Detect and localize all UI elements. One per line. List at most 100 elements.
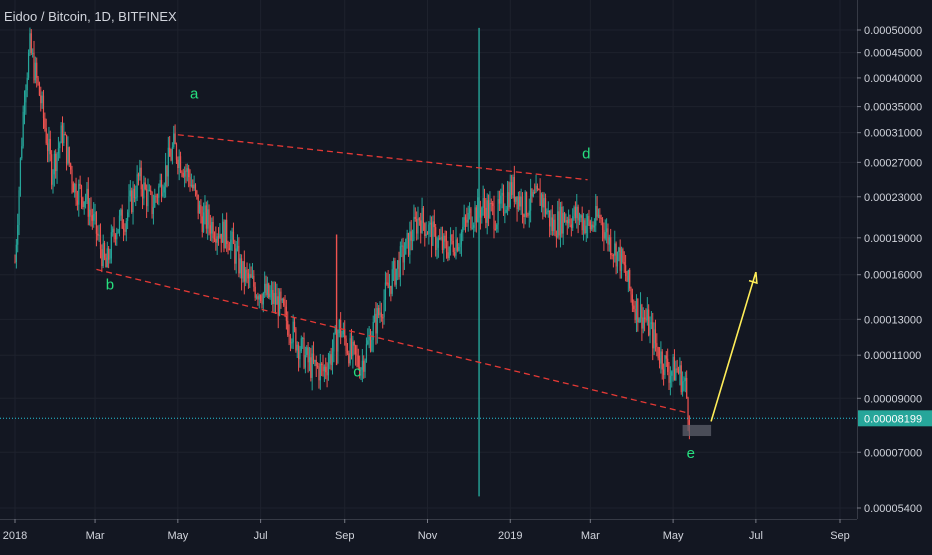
candle-body — [278, 291, 281, 316]
candle-body — [236, 245, 239, 249]
candle-body — [234, 243, 236, 264]
candle-body — [663, 369, 665, 375]
candle-body — [350, 338, 353, 356]
candle-body — [129, 190, 131, 197]
candle-body — [405, 238, 407, 255]
candle-body — [402, 245, 404, 263]
candle-body — [610, 237, 612, 255]
wave-label-a: a — [190, 86, 199, 103]
candle-body — [89, 209, 91, 217]
candle-body — [654, 329, 657, 344]
wave-label-b: b — [106, 277, 114, 294]
candle-body — [512, 177, 514, 195]
candle-body — [668, 371, 670, 383]
candle-body — [109, 258, 111, 260]
candle-body — [46, 143, 49, 152]
candle-body — [515, 196, 517, 202]
candle-body — [352, 341, 354, 356]
candle-body — [27, 52, 30, 78]
candle-body — [344, 328, 346, 339]
candle-body — [121, 209, 123, 229]
candle-body — [568, 218, 570, 224]
candle-body — [585, 225, 587, 233]
time-axis[interactable]: 2018 Mar May Jul Sep Nov 2019 Mar May Jul Sep — [0, 519, 932, 550]
candle-body — [398, 260, 400, 278]
candle-body — [228, 248, 230, 251]
candle-body — [452, 240, 454, 253]
candle-body — [110, 232, 112, 259]
candle-body — [437, 238, 439, 248]
candle-body — [645, 318, 647, 321]
candle-body — [116, 232, 118, 240]
candle-body — [608, 237, 610, 245]
candle-body — [34, 62, 36, 81]
candle-body — [413, 216, 415, 241]
time-tick-label: May — [167, 530, 188, 542]
candle-body — [51, 154, 53, 185]
candle-body — [131, 190, 133, 213]
candle-body — [639, 304, 642, 319]
candle-body — [45, 128, 47, 144]
candle-body — [683, 380, 685, 382]
candle-body — [474, 207, 476, 226]
price-tick-label: 0.00013000 — [864, 314, 922, 326]
candle-body — [375, 313, 377, 334]
candle-body — [124, 230, 126, 232]
candle-body — [235, 248, 237, 264]
candle-body — [201, 216, 203, 232]
candle-body — [588, 215, 590, 222]
candle-body — [410, 231, 412, 241]
candle-body — [354, 345, 357, 355]
candle-body — [37, 77, 39, 83]
candle-body — [562, 212, 564, 234]
candle-body — [611, 254, 613, 256]
candle-body — [200, 204, 202, 217]
candle-body — [368, 336, 370, 341]
candle-body — [105, 257, 107, 268]
price-tick-label: 0.00050000 — [864, 25, 922, 37]
candle-body — [506, 192, 509, 210]
candle-body — [638, 318, 640, 323]
candle-body — [156, 196, 159, 198]
candle-body — [627, 270, 629, 282]
candle-body — [543, 198, 545, 208]
candle-body — [387, 282, 389, 289]
candle-body — [487, 200, 490, 218]
candle-body — [186, 168, 188, 172]
time-tick-label: 2019 — [498, 530, 522, 542]
candle-body — [644, 317, 646, 319]
candle-body — [386, 282, 388, 284]
candle-body — [93, 213, 95, 221]
price-tick-label: 0.00040000 — [864, 73, 922, 85]
candle-body — [255, 296, 258, 298]
candle-body — [477, 197, 479, 223]
candle-body — [117, 229, 119, 233]
candle-body — [330, 354, 332, 366]
candle-body — [198, 204, 201, 214]
candle-body — [67, 147, 69, 164]
candle-body — [106, 248, 108, 268]
candle-body — [544, 198, 547, 214]
candle-body — [679, 365, 681, 374]
candle-body — [665, 355, 667, 359]
candle-body — [299, 351, 301, 360]
candle-body — [603, 230, 605, 239]
candle-body — [642, 317, 644, 329]
candle-body — [572, 216, 574, 228]
candle-body — [646, 309, 648, 321]
candle-body — [220, 233, 222, 243]
candle-body — [648, 309, 650, 336]
candle-body — [482, 198, 484, 208]
candle-body — [155, 195, 157, 197]
candle-body — [65, 134, 68, 164]
candle-body — [677, 369, 680, 374]
candle-body — [197, 194, 199, 214]
price-tick-label: 0.00005400 — [864, 503, 922, 515]
candle-body — [658, 358, 661, 364]
candle-body — [581, 215, 583, 231]
price-axis[interactable]: 0.00050000 0.00045000 0.00040000 0.00035000… — [857, 0, 932, 550]
candle-body — [546, 212, 548, 214]
wave-label-d: d — [582, 145, 590, 162]
